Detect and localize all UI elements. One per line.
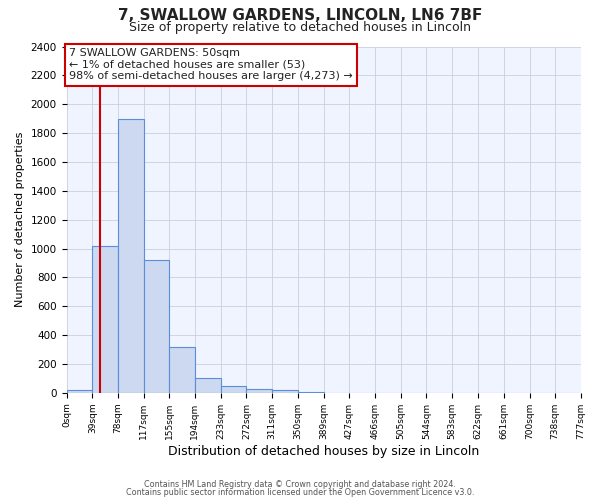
Y-axis label: Number of detached properties: Number of detached properties xyxy=(15,132,25,308)
X-axis label: Distribution of detached houses by size in Lincoln: Distribution of detached houses by size … xyxy=(168,444,479,458)
Bar xyxy=(195,378,221,393)
Bar xyxy=(272,390,298,393)
Text: Contains HM Land Registry data © Crown copyright and database right 2024.: Contains HM Land Registry data © Crown c… xyxy=(144,480,456,489)
Text: Contains public sector information licensed under the Open Government Licence v3: Contains public sector information licen… xyxy=(126,488,474,497)
Bar xyxy=(92,246,118,393)
Text: 7 SWALLOW GARDENS: 50sqm
← 1% of detached houses are smaller (53)
98% of semi-de: 7 SWALLOW GARDENS: 50sqm ← 1% of detache… xyxy=(69,48,353,82)
Text: 7, SWALLOW GARDENS, LINCOLN, LN6 7BF: 7, SWALLOW GARDENS, LINCOLN, LN6 7BF xyxy=(118,8,482,22)
Bar xyxy=(221,386,247,393)
Text: Size of property relative to detached houses in Lincoln: Size of property relative to detached ho… xyxy=(129,21,471,34)
Bar xyxy=(118,118,144,393)
Bar xyxy=(247,388,272,393)
Bar xyxy=(67,390,92,393)
Bar xyxy=(298,392,324,393)
Bar xyxy=(169,346,195,393)
Bar xyxy=(144,260,169,393)
